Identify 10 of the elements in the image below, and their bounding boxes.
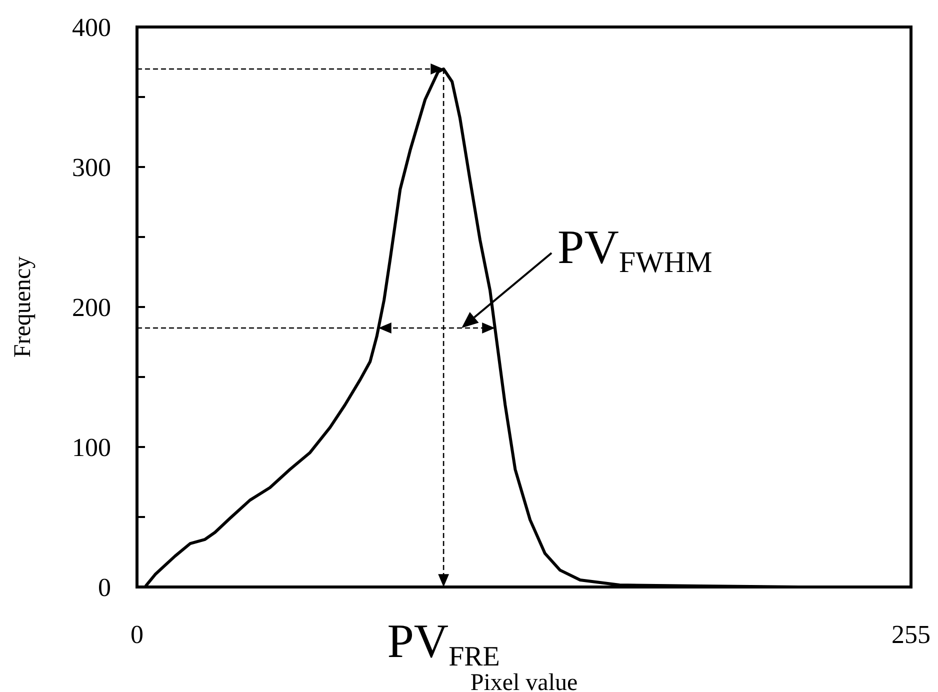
y-tick-label: 400 (72, 13, 111, 42)
x-axis-title: Pixel value (470, 670, 578, 692)
y-tick-label: 300 (72, 153, 111, 182)
x-tick-label: 255 (892, 620, 930, 649)
y-tick-label: 0 (98, 573, 111, 602)
y-tick-label: 200 (72, 293, 111, 322)
y-axis-title: Frequency (10, 256, 36, 358)
y-tick-label: 100 (72, 433, 111, 462)
annotation: PV$_{FWHM}$ (558, 221, 712, 279)
annotation: PV$_{FRE}$ (387, 615, 500, 672)
